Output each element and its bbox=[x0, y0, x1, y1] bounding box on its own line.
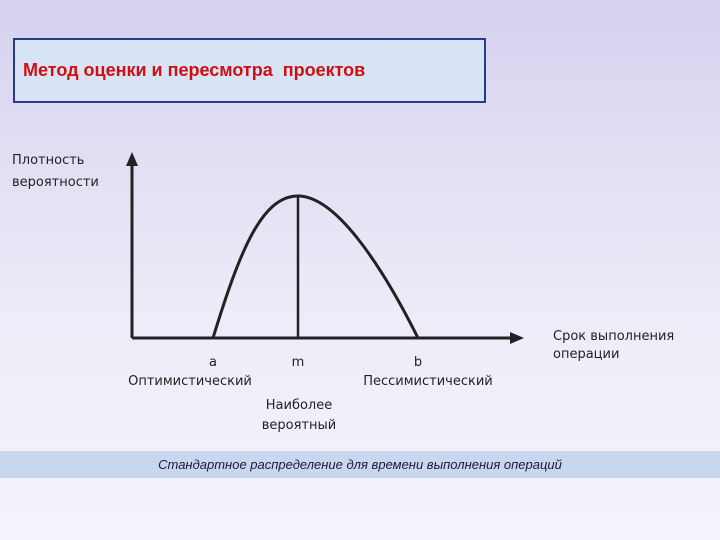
y-arrow bbox=[126, 152, 138, 166]
caption-band: Стандартное распределение для времени вы… bbox=[0, 451, 720, 478]
curve bbox=[211, 194, 420, 339]
diagram: Плотность вероятности Срок выполнения оп… bbox=[12, 152, 674, 433]
point-label: вероятный bbox=[262, 418, 336, 433]
point-label: Пессимистический bbox=[363, 374, 493, 389]
y-label: вероятности bbox=[12, 175, 99, 190]
x-label: Срок выполнения bbox=[553, 329, 674, 344]
point-label: Оптимистический bbox=[128, 374, 252, 389]
point-label: Наиболее bbox=[266, 398, 332, 413]
x-arrow bbox=[510, 332, 524, 344]
point-letter: b bbox=[414, 355, 422, 370]
point-letter: a bbox=[209, 355, 217, 370]
x-label: операции bbox=[553, 347, 619, 362]
caption: Стандартное распределение для времени вы… bbox=[158, 457, 562, 472]
title: Метод оценки и пересмотра проектов bbox=[23, 60, 366, 80]
point-letter: m bbox=[292, 355, 305, 370]
title-box: Метод оценки и пересмотра проектов bbox=[13, 38, 486, 103]
y-label: Плотность bbox=[12, 153, 84, 168]
